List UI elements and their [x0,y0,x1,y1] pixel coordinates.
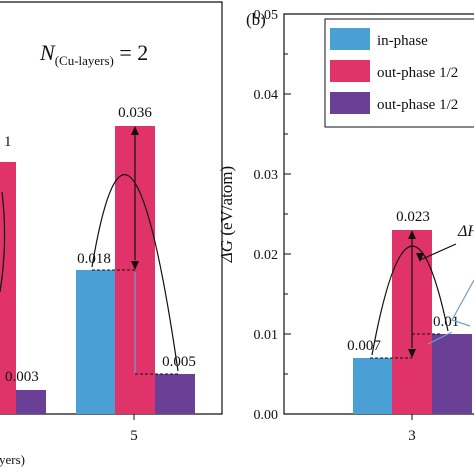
right-panel-category-label: 3 [408,428,416,444]
right-panel: (b) 0.00 0.01 0.02 0.03 0.04 0.05 ΔG (eV/atom… [217,8,474,444]
left-panel-category-label: 5 [130,428,138,444]
curve-right-main [371,245,449,356]
bracket-right-blue-pointer [427,331,453,345]
legend-swatch-2 [330,92,370,114]
delta-h-pointer-head [416,253,424,262]
arrowhead-right-up [408,230,416,239]
curve-left-main [91,174,179,372]
curve-left-partial [0,191,6,293]
legend-swatch-1 [330,60,370,82]
bar-left-out_other [155,374,195,414]
arrowhead-left-down [131,261,139,270]
delta-h-label: ΔH [457,223,474,240]
bar-right-in_phase [353,358,393,414]
left-panel-xlabel-fragment: yers) [0,452,25,467]
legend-label-1: out-phase 1/2 [377,65,458,81]
legend: in-phase out-phase 1/2 out-phase 1/2 [324,18,474,128]
bar-left-partial-out-other [16,390,46,414]
arrowhead-right-down [408,349,416,358]
annotation-equals: = 2 [114,40,148,65]
legend-swatch-0 [330,28,370,50]
bar-right-out_other [432,334,472,414]
data-label-left-out-half: 0.036 [118,105,152,121]
annotation-n: N [39,40,56,65]
y-tick-label-1: 0.01 [254,328,279,343]
bar-left-in_phase [76,270,116,414]
data-label-left-partial-top: 1 [4,134,12,150]
y-tick-label-0: 0.00 [254,408,279,423]
delta-h-pointer [419,243,457,261]
y-tick-label-2: 0.02 [254,248,279,263]
arrowhead-left-up [131,126,139,135]
ylabel-unit: (eV/atom) [217,166,236,240]
data-label-right-in-phase: 0.007 [347,338,381,354]
left-panel-annotation: N(Cu-layers) = 2 [39,40,148,68]
data-label-left-out-other: 0.005 [162,354,196,370]
y-tick-label-5: 0.05 [254,8,279,23]
bracket-right-blue [451,279,474,327]
annotation-subscript: (Cu-layers) [55,53,114,68]
data-label-left-partial-bottom: 0.003 [5,369,39,385]
left-panel: 5 yers) N(Cu-layers) = 2 0.018 0.036 0.005… [0,1,223,467]
legend-label-2: out-phase 1/2 [377,97,458,113]
legend-label-0: in-phase [377,33,428,49]
data-label-right-out-half: 0.023 [396,209,430,225]
data-label-left-in-phase: 0.018 [77,251,111,267]
right-panel-ylabel: ΔG (eV/atom) [217,166,236,263]
y-tick-label-3: 0.03 [254,168,279,183]
ylabel-symbol: ΔG [217,240,236,263]
panel-label-b: (b) [246,10,266,29]
y-tick-label-4: 0.04 [254,88,279,103]
